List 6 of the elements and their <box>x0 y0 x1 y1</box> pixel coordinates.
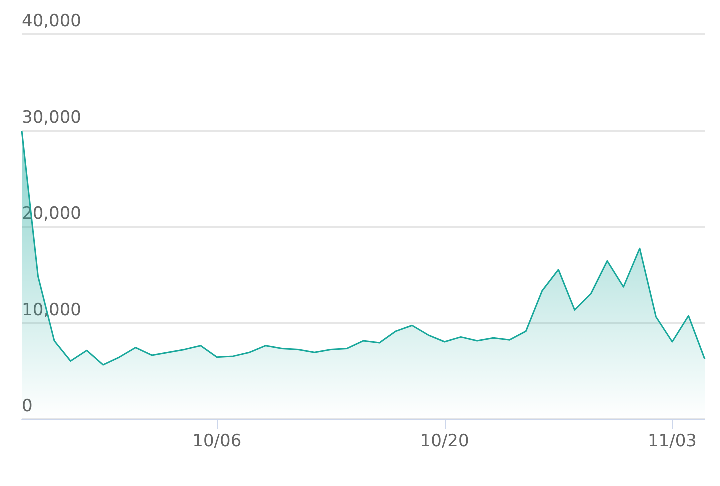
x-tick-label: 11/03 <box>648 432 697 452</box>
y-tick-label: 40,000 <box>22 12 82 32</box>
y-tick-label: 30,000 <box>22 108 82 128</box>
x-tick-label: 10/20 <box>420 432 470 452</box>
y-tick-label: 0 <box>22 396 33 416</box>
x-tick-label: 10/06 <box>192 432 242 452</box>
